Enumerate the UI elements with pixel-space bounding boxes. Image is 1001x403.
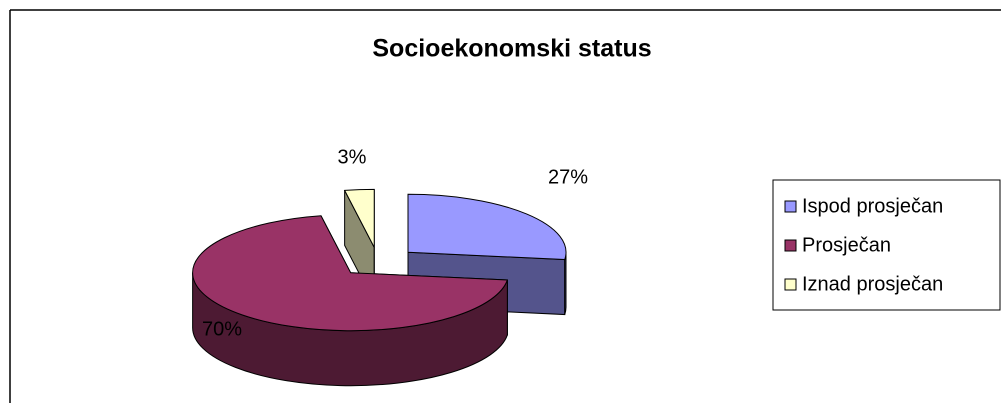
slice	[192, 215, 509, 332]
legend-label: Iznad prosječan	[802, 273, 943, 295]
legend-box	[772, 179, 1001, 311]
legend-swatch	[784, 239, 797, 252]
legend-swatch	[784, 278, 797, 291]
legend-label: Prosječan	[802, 234, 891, 256]
legend-swatch	[784, 200, 797, 213]
slice-wall	[564, 252, 567, 315]
data-label: 27%	[548, 166, 588, 188]
slice	[343, 188, 375, 248]
chart-title: Socioekonomski status	[372, 35, 651, 63]
slice	[407, 193, 567, 261]
legend-label: Ispod prosječan	[802, 195, 943, 217]
data-label: 70%	[202, 318, 242, 340]
data-label: 3%	[338, 146, 367, 168]
